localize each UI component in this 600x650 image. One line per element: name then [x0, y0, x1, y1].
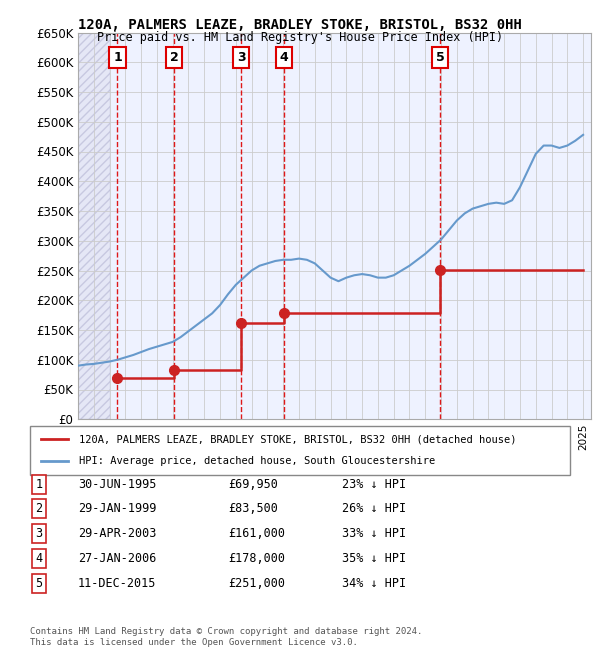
Text: 33% ↓ HPI: 33% ↓ HPI	[342, 527, 406, 540]
Text: 120A, PALMERS LEAZE, BRADLEY STOKE, BRISTOL, BS32 0HH (detached house): 120A, PALMERS LEAZE, BRADLEY STOKE, BRIS…	[79, 434, 516, 445]
Text: 30-JUN-1995: 30-JUN-1995	[78, 478, 157, 491]
Text: 29-APR-2003: 29-APR-2003	[78, 527, 157, 540]
Text: £69,950: £69,950	[228, 478, 278, 491]
Text: 3: 3	[237, 51, 245, 64]
Text: 26% ↓ HPI: 26% ↓ HPI	[342, 502, 406, 515]
Text: 4: 4	[280, 51, 289, 64]
Text: £251,000: £251,000	[228, 577, 285, 590]
Text: HPI: Average price, detached house, South Gloucestershire: HPI: Average price, detached house, Sout…	[79, 456, 435, 466]
Text: 4: 4	[35, 552, 43, 565]
Text: 3: 3	[35, 527, 43, 540]
Text: 11-DEC-2015: 11-DEC-2015	[78, 577, 157, 590]
Text: £83,500: £83,500	[228, 502, 278, 515]
Text: 5: 5	[436, 51, 445, 64]
Text: 34% ↓ HPI: 34% ↓ HPI	[342, 577, 406, 590]
Text: 2: 2	[170, 51, 178, 64]
Text: £178,000: £178,000	[228, 552, 285, 565]
Text: £161,000: £161,000	[228, 527, 285, 540]
Text: 27-JAN-2006: 27-JAN-2006	[78, 552, 157, 565]
Text: 29-JAN-1999: 29-JAN-1999	[78, 502, 157, 515]
Text: 120A, PALMERS LEAZE, BRADLEY STOKE, BRISTOL, BS32 0HH: 120A, PALMERS LEAZE, BRADLEY STOKE, BRIS…	[78, 18, 522, 32]
FancyBboxPatch shape	[30, 426, 570, 474]
Text: Contains HM Land Registry data © Crown copyright and database right 2024.
This d: Contains HM Land Registry data © Crown c…	[30, 627, 422, 647]
Text: 5: 5	[35, 577, 43, 590]
Text: 23% ↓ HPI: 23% ↓ HPI	[342, 478, 406, 491]
Text: 2: 2	[35, 502, 43, 515]
Text: 1: 1	[35, 478, 43, 491]
Text: Price paid vs. HM Land Registry's House Price Index (HPI): Price paid vs. HM Land Registry's House …	[97, 31, 503, 44]
Text: 35% ↓ HPI: 35% ↓ HPI	[342, 552, 406, 565]
Text: 1: 1	[113, 51, 122, 64]
